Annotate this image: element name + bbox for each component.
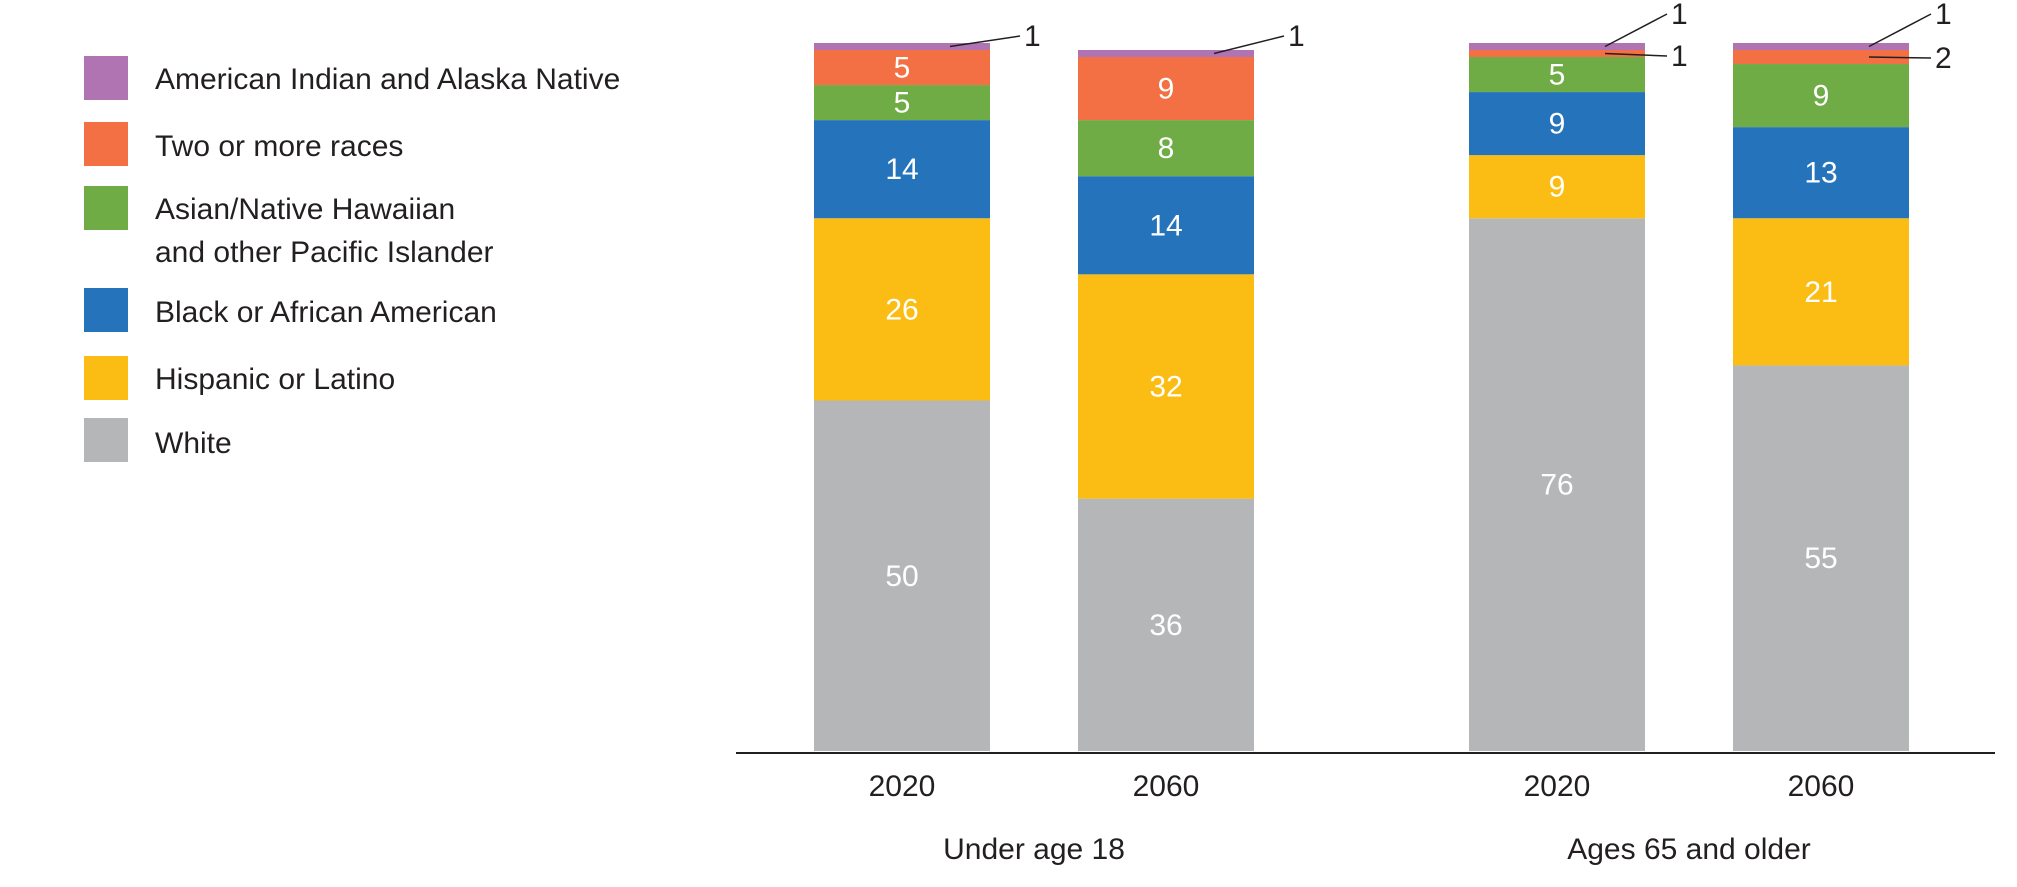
legend-label-hispanic-or-latino: Hispanic or Latino	[155, 363, 395, 396]
callout-label-u18-2020-american-indian-and-alaska-native: 1	[1024, 20, 1041, 53]
bar-segment-u18-2060-hispanic-or-latino	[1078, 274, 1254, 499]
legend-item-hispanic-or-latino: Hispanic or Latino	[84, 356, 395, 400]
bar-segment-u18-2020-two-or-more-races	[814, 50, 990, 86]
legend-item-white: White	[84, 418, 232, 462]
value-label-u18-2020-black-or-african-american: 14	[885, 153, 918, 186]
bar-segment-o65-2020-hispanic-or-latino	[1469, 155, 1645, 219]
legend-label-line: Hispanic or Latino	[155, 363, 395, 396]
bar-segment-u18-2060-white	[1078, 498, 1254, 751]
bar-segment-o65-2020-asian-native-hawaiian-and-other-pacific-islander	[1469, 57, 1645, 93]
legend-label-american-indian-and-alaska-native: American Indian and Alaska Native	[155, 63, 620, 96]
value-label-u18-2020-white: 50	[885, 560, 918, 593]
callout-label-o65-2020-two-or-more-races: 1	[1671, 40, 1688, 73]
bar-segment-u18-2060-asian-native-hawaiian-and-other-pacific-islander	[1078, 120, 1254, 177]
legend-swatch-asian-native-hawaiian-and-other-pacific-islander	[84, 186, 128, 230]
value-label-u18-2060-white: 36	[1149, 609, 1182, 642]
legend: American Indian and Alaska Native Two or …	[84, 56, 620, 462]
group-label-ages-65-and-older: Ages 65 and older	[1567, 833, 1811, 866]
value-label-o65-2020-white: 76	[1540, 469, 1573, 502]
bar-segment-o65-2060-two-or-more-races	[1733, 50, 1909, 65]
legend-label-line: American Indian and Alaska Native	[155, 63, 620, 96]
callout-line-u18-2020-american-indian-and-alaska-native	[949, 35, 1021, 48]
bar-segment-o65-2060-asian-native-hawaiian-and-other-pacific-islander	[1733, 64, 1909, 128]
value-label-u18-2060-two-or-more-races: 9	[1158, 73, 1175, 106]
legend-label-line: Black or African American	[155, 296, 497, 329]
group-labels: Under age 18 Ages 65 and older	[943, 833, 1811, 866]
legend-item-two-or-more-races: Two or more races	[84, 122, 403, 166]
callouts: 1 1 1 1 2 1	[949, 0, 1952, 75]
tick-label-o65-2020: 2020	[1524, 770, 1591, 803]
legend-item-asian-native-hawaiian-and-other-pacific-islander: Asian/Native Hawaiian and other Pacific I…	[84, 186, 494, 269]
value-label-u18-2060-asian-native-hawaiian-and-other-pacific-islander: 8	[1158, 132, 1175, 165]
callout-line-o65-2060-two-or-more-races	[1868, 56, 1932, 59]
bar-segment-u18-2020-american-indian-and-alaska-native	[814, 42, 990, 50]
x-tick-labels: 2020 2060 2020 2060	[869, 770, 1855, 803]
value-label-u18-2060-black-or-african-american: 14	[1149, 209, 1182, 242]
value-label-o65-2060-asian-native-hawaiian-and-other-pacific-islander: 9	[1813, 80, 1830, 113]
callout-label-o65-2060-american-indian-and-alaska-native: 1	[1935, 0, 1952, 31]
value-label-u18-2060-hispanic-or-latino: 32	[1149, 370, 1182, 403]
bar-segment-u18-2020-hispanic-or-latino	[814, 218, 990, 401]
legend-swatch-black-or-african-american	[84, 288, 128, 332]
bar-segment-u18-2060-two-or-more-races	[1078, 57, 1254, 121]
callout-line-o65-2060-american-indian-and-alaska-native	[1868, 13, 1932, 48]
legend-swatch-white	[84, 418, 128, 462]
tick-label-u18-2060: 2060	[1133, 770, 1200, 803]
legend-item-black-or-african-american: Black or African American	[84, 288, 497, 332]
value-label-u18-2020-hispanic-or-latino: 26	[885, 293, 918, 326]
bar-segment-o65-2060-american-indian-and-alaska-native	[1733, 42, 1909, 50]
value-label-u18-2020-two-or-more-races: 5	[894, 52, 911, 85]
bar-segment-u18-2060-black-or-african-american	[1078, 176, 1254, 275]
legend-label-line: White	[155, 427, 232, 460]
bar-segment-o65-2020-white	[1469, 218, 1645, 752]
bar-segment-u18-2020-black-or-african-american	[814, 120, 990, 219]
bar-segment-o65-2060-black-or-african-american	[1733, 127, 1909, 219]
bar-segment-o65-2060-hispanic-or-latino	[1733, 218, 1909, 366]
legend-label-white: White	[155, 427, 232, 460]
callout-label-o65-2060-two-or-more-races: 2	[1935, 42, 1952, 75]
group-label-under-age-18: Under age 18	[943, 833, 1125, 866]
callout-line-o65-2020-american-indian-and-alaska-native	[1604, 13, 1668, 48]
value-label-o65-2060-white: 55	[1804, 542, 1837, 575]
legend-swatch-american-indian-and-alaska-native	[84, 56, 128, 100]
value-label-o65-2060-hispanic-or-latino: 21	[1804, 276, 1837, 309]
callout-line-u18-2060-american-indian-and-alaska-native	[1213, 35, 1285, 55]
tick-label-u18-2020: 2020	[869, 770, 936, 803]
value-label-u18-2020-asian-native-hawaiian-and-other-pacific-islander: 5	[894, 87, 911, 120]
legend-item-american-indian-and-alaska-native: American Indian and Alaska Native	[84, 56, 620, 100]
legend-label-asian-native-hawaiian-and-other-pacific-islander: Asian/Native Hawaiian and other Pacific I…	[155, 193, 494, 269]
value-label-o65-2060-black-or-african-american: 13	[1804, 157, 1837, 190]
callout-label-o65-2020-american-indian-and-alaska-native: 1	[1671, 0, 1688, 31]
bar-segment-o65-2020-american-indian-and-alaska-native	[1469, 42, 1645, 50]
bar-segment-o65-2020-black-or-african-american	[1469, 92, 1645, 156]
value-label-o65-2020-black-or-african-american: 9	[1549, 108, 1566, 141]
value-label-o65-2020-hispanic-or-latino: 9	[1549, 171, 1566, 204]
legend-label-line: Two or more races	[155, 130, 403, 163]
legend-label-black-or-african-american: Black or African American	[155, 296, 497, 329]
legend-swatch-two-or-more-races	[84, 122, 128, 166]
legend-label-line: and other Pacific Islander	[155, 236, 494, 269]
legend-label-line: Asian/Native Hawaiian	[155, 193, 455, 226]
legend-swatch-hispanic-or-latino	[84, 356, 128, 400]
tick-label-o65-2060: 2060	[1788, 770, 1855, 803]
value-label-o65-2020-asian-native-hawaiian-and-other-pacific-islander: 5	[1549, 59, 1566, 92]
bar-segment-o65-2060-white	[1733, 365, 1909, 751]
legend-label-two-or-more-races: Two or more races	[155, 130, 403, 163]
bar-segment-u18-2060-american-indian-and-alaska-native	[1078, 50, 1254, 58]
callout-label-u18-2060-american-indian-and-alaska-native: 1	[1288, 20, 1305, 53]
callout-line-o65-2020-two-or-more-races	[1604, 52, 1668, 57]
bar-segment-o65-2020-two-or-more-races	[1469, 50, 1645, 58]
bar-segment-u18-2020-white	[814, 400, 990, 751]
bar-segment-u18-2020-asian-native-hawaiian-and-other-pacific-islander	[814, 85, 990, 121]
